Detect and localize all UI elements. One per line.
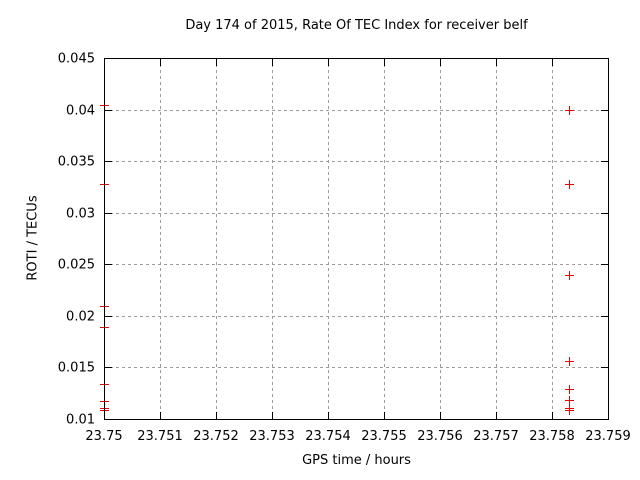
y-tick-label: 0.03 (66, 207, 95, 222)
x-tick-label: 23.753 (249, 429, 295, 444)
x-tick-label: 23.757 (473, 429, 519, 444)
x-tick-label: 23.759 (585, 429, 631, 444)
data-point-marker (565, 396, 574, 405)
y-tick-label: 0.015 (58, 361, 95, 376)
y-axis-label: ROTI / TECUs (25, 195, 41, 281)
y-tick-label: 0.035 (58, 155, 95, 170)
data-point-marker (565, 406, 574, 415)
data-point-marker (565, 271, 574, 280)
y-tick-label: 0.01 (66, 413, 95, 428)
x-tick-label: 23.751 (137, 429, 183, 444)
x-tick-label: 23.755 (361, 429, 407, 444)
chart-title: Day 174 of 2015, Rate Of TEC Index for r… (185, 18, 528, 33)
y-tick-label: 0.045 (58, 52, 95, 67)
x-tick-label: 23.754 (305, 429, 351, 444)
data-point-marker (565, 180, 574, 189)
y-tick-label: 0.025 (58, 258, 95, 273)
data-point-marker (565, 106, 574, 115)
y-tick-label: 0.02 (66, 310, 95, 325)
data-point-marker (565, 385, 574, 394)
x-tick-label: 23.75 (85, 429, 122, 444)
x-axis-label: GPS time / hours (302, 453, 411, 468)
x-tick-label: 23.752 (193, 429, 239, 444)
x-tick-label: 23.758 (529, 429, 575, 444)
data-point-marker (565, 357, 574, 366)
y-tick-label: 0.04 (66, 104, 95, 119)
x-tick-label: 23.756 (417, 429, 463, 444)
plot-border (104, 58, 609, 420)
